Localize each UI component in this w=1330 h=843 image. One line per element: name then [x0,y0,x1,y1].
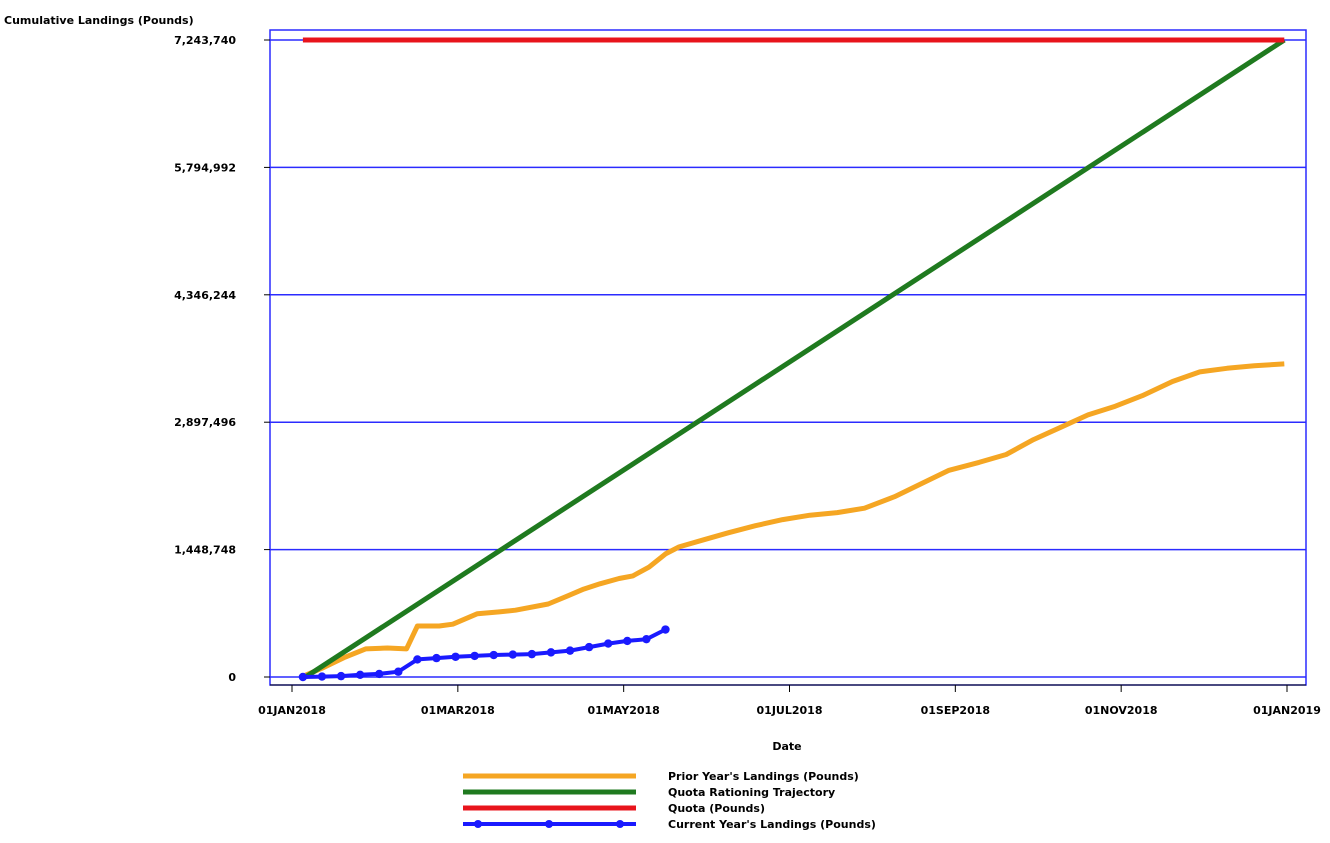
y-tick-label: 2,897,496 [174,416,236,429]
x-tick-label: 01JAN2019 [1253,704,1321,717]
data-point-current [584,642,594,652]
data-point-current [317,672,327,681]
series-line-trajectory [304,37,1286,680]
y-tick-label: 5,794,992 [174,161,236,174]
x-tick-label: 01JAN2018 [258,704,326,717]
x-axis: 01JAN2018 01MAR2018 01MAY2018 01JUL2018 01SE… [258,684,1321,717]
x-tick-label: 01NOV2018 [1085,704,1158,717]
y-tick-label: 0 [228,671,236,684]
data-point-current [508,650,518,659]
data-point-current [432,653,441,663]
data-point-current [623,636,632,646]
legend-label-current: Current Year's Landings (Pounds) [668,818,876,831]
y-tick-label: 7,243,740 [174,34,236,47]
data-point-current [661,625,670,634]
legend-label-trajectory: Quota Rationing Trajectory [668,786,835,799]
data-point-current [413,655,422,664]
x-tick-label: 01MAR2018 [421,704,495,717]
data-point-current [642,634,651,644]
legend-marker-current [545,820,553,828]
data-point-current [489,650,498,660]
data-point-current [375,669,384,679]
data-point-current [451,652,460,661]
data-point-current [394,667,403,676]
legend-label-prior: Prior Year's Landings (Pounds) [668,770,859,783]
legend-marker-current [474,820,482,828]
x-tick-label: 01SEP2018 [921,704,990,717]
data-point-current [546,648,556,657]
series-layer [298,37,1286,682]
data-point-current [298,672,308,682]
data-point-current [527,649,537,659]
data-point-current [565,646,575,655]
legend-marker-current [616,820,624,828]
data-point-current [604,639,613,648]
y-axis: 0 1,448,748 2,897,496 4,346,244 5,794,992 7,2… [174,34,270,684]
x-tick-label: 01MAY2018 [588,704,660,717]
data-point-current [470,651,479,661]
legend-label-quota: Quota (Pounds) [668,802,765,815]
series-line-prior [304,361,1285,678]
y-tick-label: 4,346,244 [174,289,236,302]
x-axis-title: Date [772,740,801,753]
y-tick-label: 1,448,748 [174,544,236,557]
grid-layer [270,39,1306,678]
x-tick-label: 01JUL2018 [757,704,823,717]
legend: Prior Year's Landings (Pounds) Quota Rati… [463,770,876,831]
data-point-current [355,670,365,680]
y-axis-title: Cumulative Landings (Pounds) [4,14,194,27]
data-point-current [336,671,346,681]
